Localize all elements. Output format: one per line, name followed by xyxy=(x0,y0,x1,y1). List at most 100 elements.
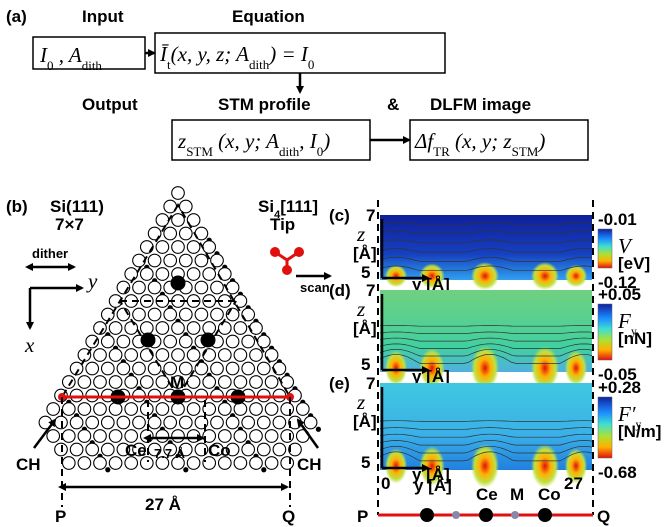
atom xyxy=(211,308,224,321)
label: Q xyxy=(282,507,295,526)
atom xyxy=(125,349,138,362)
tick-label: 7 xyxy=(366,374,375,393)
adatom xyxy=(105,467,110,472)
heading: Input xyxy=(82,7,124,26)
atom xyxy=(109,430,122,443)
atom xyxy=(258,362,271,375)
atom xyxy=(156,403,169,416)
atom xyxy=(102,362,115,375)
atom xyxy=(78,457,91,470)
atom xyxy=(203,268,216,281)
atom xyxy=(226,362,239,375)
atom xyxy=(156,268,169,281)
atom xyxy=(180,200,193,213)
atom xyxy=(70,443,83,456)
atom xyxy=(156,214,169,227)
atom xyxy=(180,308,193,321)
text-part: (x, y, z; A xyxy=(171,42,250,66)
text-part: , A xyxy=(54,43,82,67)
atom xyxy=(226,335,239,348)
atom xyxy=(94,376,107,389)
tick-label: 5 xyxy=(361,263,370,282)
atom xyxy=(258,335,271,348)
atom xyxy=(258,416,271,429)
atom xyxy=(172,241,185,254)
atom xyxy=(86,443,99,456)
atom xyxy=(187,376,200,389)
hot-spot xyxy=(531,262,559,290)
atom xyxy=(234,349,247,362)
atom xyxy=(219,376,232,389)
atom xyxy=(125,376,138,389)
text-part: Si xyxy=(258,197,274,216)
atom xyxy=(258,443,271,456)
heading: STM profile xyxy=(218,95,311,114)
atom xyxy=(172,187,185,200)
atom xyxy=(117,416,130,429)
atom xyxy=(156,322,169,335)
label: 7×7 xyxy=(55,215,84,234)
atom xyxy=(203,349,216,362)
atom xyxy=(141,241,154,254)
label: CH xyxy=(297,455,322,474)
atom xyxy=(141,376,154,389)
atom xyxy=(180,227,193,240)
atom xyxy=(273,416,286,429)
atom xyxy=(242,443,255,456)
label: dither xyxy=(32,246,68,261)
atom xyxy=(250,457,263,470)
atom xyxy=(172,349,185,362)
unit: [N/m] xyxy=(618,422,661,441)
panel-label: (b) xyxy=(6,197,28,216)
atom xyxy=(117,335,130,348)
atom xyxy=(94,457,107,470)
panel-label: (d) xyxy=(329,281,351,300)
atom xyxy=(141,268,154,281)
atom xyxy=(250,430,263,443)
atom xyxy=(125,322,138,335)
colorbar xyxy=(598,229,612,268)
atom xyxy=(156,349,169,362)
atom xyxy=(125,403,138,416)
tip-atom xyxy=(270,247,280,257)
atom xyxy=(172,322,185,335)
tip-atom xyxy=(294,247,304,257)
heading: Equation xyxy=(232,7,305,26)
atom xyxy=(63,457,76,470)
tick-label: 27 xyxy=(564,474,583,493)
atom xyxy=(133,362,146,375)
atom xyxy=(187,322,200,335)
atom xyxy=(109,403,122,416)
axis-label: y [Å] xyxy=(414,476,452,495)
subscript: dith xyxy=(249,57,270,72)
subscript: dith xyxy=(279,144,300,159)
atom xyxy=(156,430,169,443)
atom xyxy=(187,268,200,281)
hot-spot xyxy=(385,265,407,287)
colorbar xyxy=(598,397,612,458)
atom xyxy=(156,241,169,254)
atom xyxy=(172,430,185,443)
atom xyxy=(180,254,193,267)
atom xyxy=(187,430,200,443)
label: P xyxy=(357,507,368,526)
adatom xyxy=(183,467,188,472)
tick-label: 5 xyxy=(361,453,370,472)
atom xyxy=(47,403,60,416)
label: Tip xyxy=(270,215,295,234)
axis-letter: y xyxy=(86,269,98,293)
text-part: ) = I xyxy=(268,42,309,66)
atom xyxy=(109,457,122,470)
heading: DLFM image xyxy=(430,95,531,114)
atom xyxy=(78,430,91,443)
atom xyxy=(219,322,232,335)
atom xyxy=(234,376,247,389)
axis-letter: z xyxy=(356,390,365,414)
atom xyxy=(63,376,76,389)
atom xyxy=(187,457,200,470)
label: P xyxy=(55,507,66,526)
colorbar-label: -0.01 xyxy=(598,210,637,229)
atom xyxy=(211,362,224,375)
atom xyxy=(281,430,294,443)
atom xyxy=(203,322,216,335)
